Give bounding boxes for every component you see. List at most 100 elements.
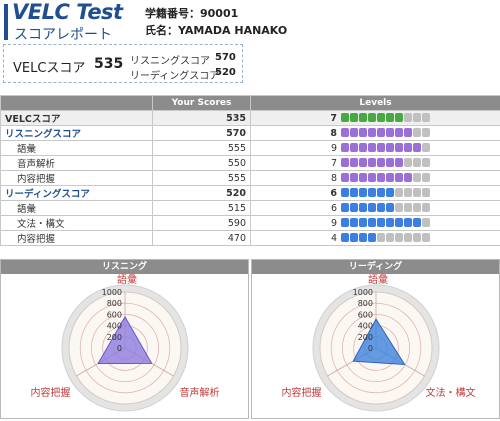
level-pip-filled	[404, 218, 412, 227]
level-pip-filled	[359, 218, 367, 227]
radar-tick-label: 200	[107, 333, 122, 342]
header-your-scores: Your Scores	[152, 95, 251, 111]
row-level-cell: 9	[250, 140, 500, 156]
logo-subtitle: スコアレポート	[14, 27, 112, 43]
level-pip-filled	[341, 233, 349, 242]
level-pip-filled	[386, 143, 394, 152]
level-pip-filled	[368, 218, 376, 227]
level-pip-filled	[368, 113, 376, 122]
level-bar	[341, 113, 431, 123]
level-pip-filled	[350, 218, 358, 227]
row-name: 文法・構文	[0, 215, 153, 231]
radar-axis-label: 文法・構文	[425, 386, 475, 399]
row-name: リスニングスコア	[0, 125, 153, 141]
row-score: 555	[152, 170, 251, 186]
student-id: 学籍番号：90001	[145, 7, 239, 20]
radar-axis-label: 内容把握	[31, 386, 71, 399]
level-pip-filled	[350, 233, 358, 242]
velc-logo: VELC Test スコアレポート	[4, 0, 134, 43]
radar-axis-label: 内容把握	[282, 386, 322, 399]
row-score: 555	[152, 140, 251, 156]
level-pip-empty	[404, 203, 412, 212]
row-level-cell: 9	[250, 215, 500, 231]
row-name: 内容把握	[0, 170, 153, 186]
radar-axis-label: 語彙	[117, 274, 137, 286]
radar-tick-label: 400	[358, 322, 373, 331]
level-pip-filled	[341, 158, 349, 167]
level-number: 6	[330, 187, 337, 199]
row-score: 590	[152, 215, 251, 231]
row-level-cell: 7	[250, 110, 500, 126]
level-number: 7	[330, 112, 337, 124]
row-name: 内容把握	[0, 230, 153, 246]
row-score: 535	[152, 110, 251, 126]
level-pip-filled	[350, 143, 358, 152]
level-pip-filled	[350, 188, 358, 197]
listening-radar-title: リスニング	[1, 260, 248, 274]
level-pip-filled	[404, 173, 412, 182]
listening-radar-panel: リスニング 1000 800 600 400 200 0 語彙 音声解析 内容把握	[0, 259, 249, 419]
level-pip-empty	[395, 188, 403, 197]
level-pip-filled	[395, 113, 403, 122]
level-bar	[341, 128, 431, 138]
level-pip-empty	[422, 113, 430, 122]
row-name: 語彙	[0, 140, 153, 156]
radar-data-polygon	[352, 318, 406, 366]
level-pip-filled	[368, 188, 376, 197]
level-pip-filled	[395, 218, 403, 227]
row-level-cell: 7	[250, 155, 500, 171]
level-pip-filled	[386, 128, 394, 137]
level-pip-empty	[422, 188, 430, 197]
level-pip-filled	[350, 158, 358, 167]
row-level-cell: 6	[250, 200, 500, 216]
level-number: 7	[330, 157, 337, 169]
level-pip-empty	[422, 143, 430, 152]
level-pip-empty	[386, 233, 394, 242]
level-number: 9	[330, 142, 337, 154]
level-pip-filled	[359, 128, 367, 137]
score-row: リーディングスコア 520 6	[0, 185, 500, 201]
level-bar	[341, 188, 431, 198]
level-pip-filled	[359, 188, 367, 197]
score-row: VELCスコア 535 7	[0, 110, 500, 126]
row-level-cell: 8	[250, 170, 500, 186]
level-pip-empty	[413, 203, 421, 212]
level-pip-filled	[395, 128, 403, 137]
level-pip-filled	[350, 113, 358, 122]
level-pip-filled	[359, 113, 367, 122]
row-level-cell: 4	[250, 230, 500, 246]
level-pip-filled	[341, 188, 349, 197]
level-pip-filled	[377, 113, 385, 122]
level-number: 4	[330, 232, 337, 244]
level-pip-filled	[386, 188, 394, 197]
level-pip-filled	[404, 128, 412, 137]
level-pip-empty	[422, 218, 430, 227]
level-pip-filled	[341, 128, 349, 137]
level-pip-filled	[368, 128, 376, 137]
level-pip-filled	[350, 128, 358, 137]
level-pip-empty	[404, 158, 412, 167]
level-pip-filled	[341, 173, 349, 182]
level-pip-empty	[422, 173, 430, 182]
summary-listening-score: 570	[215, 52, 236, 63]
level-pip-filled	[341, 143, 349, 152]
level-bar	[341, 143, 431, 153]
row-name: リーディングスコア	[0, 185, 153, 201]
level-pip-filled	[359, 203, 367, 212]
level-pip-filled	[395, 143, 403, 152]
level-pip-filled	[386, 218, 394, 227]
level-pip-filled	[377, 143, 385, 152]
radar-tick-label: 600	[358, 310, 373, 319]
level-pip-filled	[368, 173, 376, 182]
radar-tick-label: 800	[107, 299, 122, 308]
level-pip-filled	[395, 173, 403, 182]
level-pip-filled	[359, 233, 367, 242]
reading-radar-panel: リーディング 1000 800 600 400 200 0 語彙 文法・構文 内容把握	[251, 259, 500, 419]
level-pip-empty	[413, 113, 421, 122]
radar-axis-label: 音声解析	[179, 386, 219, 399]
level-pip-empty	[413, 188, 421, 197]
summary-label: VELCスコア	[13, 61, 86, 76]
score-row: リスニングスコア 570 8	[0, 125, 500, 141]
row-level-cell: 6	[250, 185, 500, 201]
